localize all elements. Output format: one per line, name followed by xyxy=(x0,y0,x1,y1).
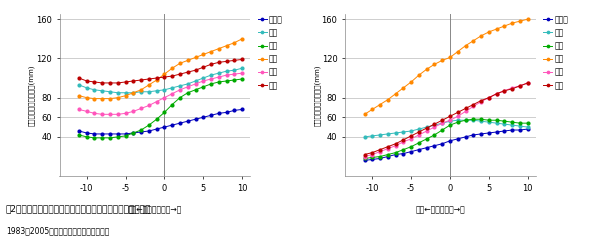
Text: 早　←　登熟後期　→晩: 早 ← 登熟後期 →晩 xyxy=(127,205,182,214)
Legend: 北海道, 東北, 関東, 東海, 近畿, 九州: 北海道, 東北, 関東, 東海, 近畿, 九州 xyxy=(543,15,568,90)
Y-axis label: 登熟後期の積算降水量(mm): 登熟後期の積算降水量(mm) xyxy=(28,64,35,126)
Text: 図2　登熟後期・収穫盛期の遅速による降水量積算値の変動: 図2 登熟後期・収穫盛期の遅速による降水量積算値の変動 xyxy=(6,205,151,214)
Y-axis label: 収穫期間の積算降水量(mm): 収穫期間の積算降水量(mm) xyxy=(314,64,320,126)
Text: 早　←　収穫期　→晩: 早 ← 収穫期 →晩 xyxy=(415,205,465,214)
Legend: 北海道, 東北, 関東, 東海, 近畿, 九州: 北海道, 東北, 関東, 東海, 近畿, 九州 xyxy=(258,15,283,90)
Text: 1983〜2005年の平均値を平年値とする。: 1983〜2005年の平均値を平年値とする。 xyxy=(6,226,109,235)
